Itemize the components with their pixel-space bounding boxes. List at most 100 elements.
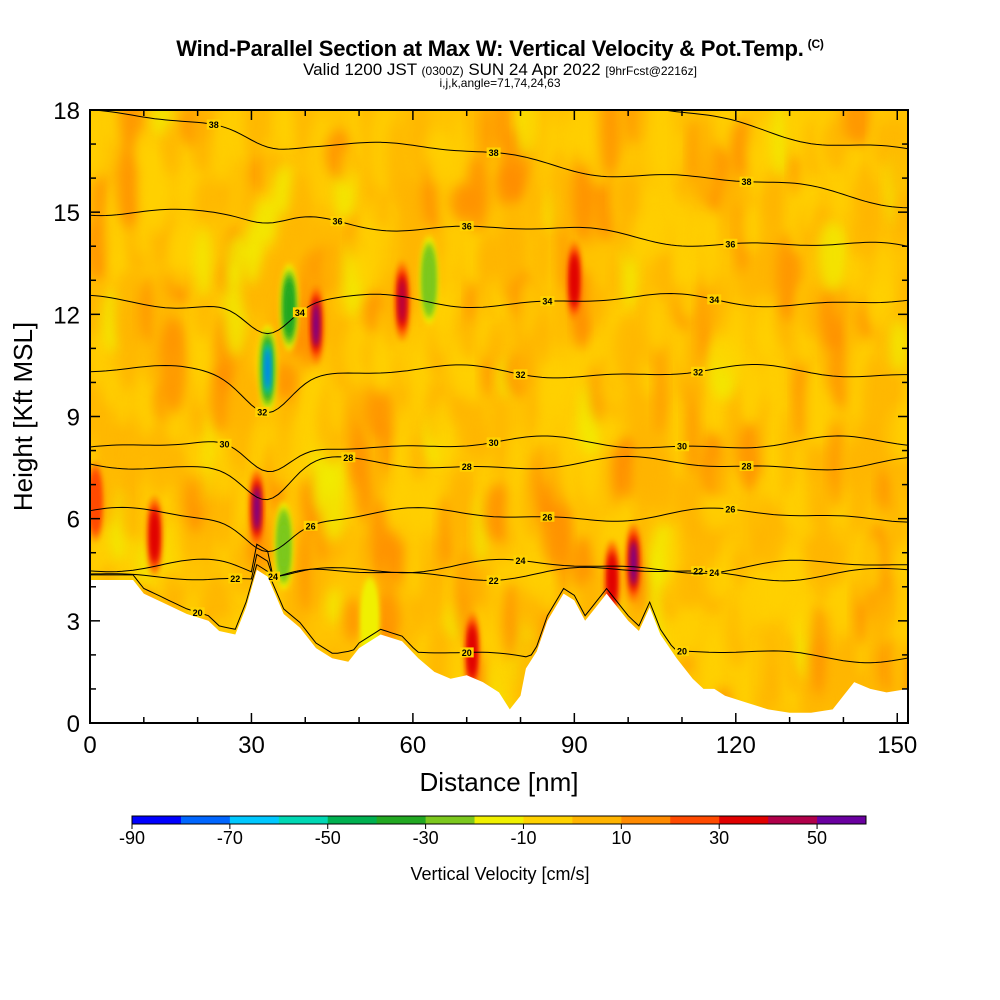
field-patch [375, 186, 392, 232]
field-patch [90, 221, 110, 282]
field-patch [488, 323, 505, 364]
contour-label-20: 20 [193, 608, 203, 618]
field-patch [343, 597, 363, 643]
field-patch [888, 404, 908, 463]
field-patch [141, 152, 173, 234]
theta-contour-34 [90, 292, 908, 335]
field-patch [695, 116, 717, 200]
field-patch [294, 110, 312, 158]
contour-label-bg [486, 437, 501, 448]
field-patch [483, 484, 514, 543]
field-patch [587, 286, 611, 325]
contour-label-bg [739, 461, 754, 472]
field-patch [165, 446, 191, 489]
field-patch [790, 530, 806, 584]
field-patch [342, 321, 375, 387]
field-patch [119, 404, 134, 494]
field-patch [875, 243, 893, 331]
contour-label-26: 26 [725, 505, 735, 515]
field-patch [386, 117, 408, 202]
field-patch [92, 173, 109, 237]
contour-label-bg [303, 520, 318, 531]
contour-label-36: 36 [462, 222, 472, 232]
field-patch [533, 313, 552, 366]
field-patch [817, 220, 848, 292]
downdraft-core [420, 236, 439, 325]
x-tick-label: 150 [877, 732, 917, 759]
contour-label-24: 24 [268, 572, 278, 582]
field-patch [569, 536, 597, 591]
colorbar-swatch [425, 816, 476, 824]
field-patch [762, 353, 786, 406]
contour-label-bg [486, 575, 501, 586]
updraft-core [146, 495, 163, 576]
field-patch [523, 110, 537, 147]
field-patch [501, 581, 521, 660]
field-patch [396, 407, 413, 500]
y-tick-label: 9 [67, 405, 80, 432]
copyright-mark: (C) [807, 36, 824, 51]
colorbar-tick-label: -10 [510, 828, 536, 848]
field-patch [525, 178, 542, 245]
field-patch [502, 197, 525, 286]
chart-title: Wind-Parallel Section at Max W: Vertical… [176, 36, 824, 61]
contour-label-bg [513, 369, 528, 380]
contour-label-30: 30 [489, 438, 499, 448]
contour-label-bg [674, 645, 689, 656]
field-patch [674, 244, 703, 320]
contour-label-30: 30 [677, 442, 687, 452]
field-patch [522, 526, 547, 601]
field-patch [720, 535, 735, 593]
field-patch [642, 415, 669, 509]
field-patch [794, 361, 809, 442]
field-patch [701, 487, 732, 531]
theta-contour-20 [90, 563, 908, 664]
field-patch [681, 446, 707, 540]
colorbar-swatch [278, 816, 329, 824]
field-patch [893, 452, 908, 504]
field-patch [877, 466, 892, 514]
contour-label-36: 36 [725, 239, 735, 249]
contour-label-bg [459, 647, 474, 658]
y-tick-label: 0 [67, 711, 80, 738]
valid-time: Valid 1200 JST [303, 60, 417, 79]
field-patch [190, 110, 217, 172]
colorbar-swatch [621, 816, 671, 824]
field-patch [344, 479, 358, 527]
field-patch [698, 205, 722, 291]
field-patch [721, 169, 744, 224]
contour-label-38: 38 [209, 120, 219, 130]
contour-label-bg [707, 294, 722, 305]
contour-label-30: 30 [220, 439, 230, 449]
field-patch [467, 277, 480, 324]
contour-label-34: 34 [295, 308, 305, 318]
contour-label-bg [190, 607, 205, 618]
field-patch [653, 251, 680, 303]
contour-label-24: 24 [516, 556, 526, 566]
colorbar: -90 -70 -50 -30 -10 10 30 50 Vertical Velocity [… [119, 815, 867, 884]
plot-area: 20 20 20 22 22 22 24 24 24 26 26 26 28 28 28 30 30 30 32 32… [90, 110, 908, 723]
field-patch [842, 110, 874, 146]
contour-label-bg [228, 573, 243, 584]
forecast-info: [9hrFcst@2216z] [605, 64, 697, 78]
x-tick-label: 90 [561, 732, 588, 759]
contour-label-22: 22 [230, 574, 240, 584]
contour-label-28: 28 [742, 462, 752, 472]
x-tick-label: 30 [238, 732, 265, 759]
contour-label-bg [217, 438, 232, 449]
theta-contour-28 [90, 455, 908, 501]
contour-label-32: 32 [516, 370, 526, 380]
y-tick-label: 3 [67, 609, 80, 636]
field-patch [612, 315, 644, 383]
field-patch [453, 117, 467, 198]
field-patch [524, 276, 538, 340]
y-tick-label: 15 [53, 200, 80, 227]
contour-label-20: 20 [462, 648, 472, 658]
field-patch [535, 221, 552, 288]
field-patch [139, 277, 156, 343]
downdraft-core [258, 324, 277, 413]
contour-label-34: 34 [709, 295, 719, 305]
y-tick-label: 18 [53, 98, 80, 125]
field-patch [213, 168, 231, 220]
field-patch [326, 587, 343, 624]
